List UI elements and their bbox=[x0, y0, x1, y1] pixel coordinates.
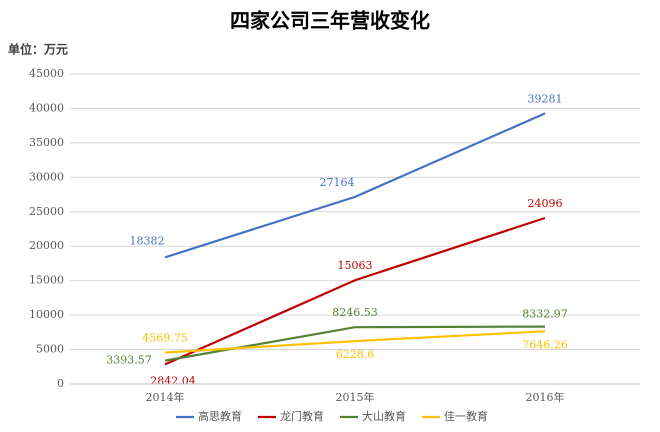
y-tick-label: 35000 bbox=[29, 136, 64, 149]
y-tick-label: 45000 bbox=[29, 67, 64, 80]
y-tick-label: 30000 bbox=[29, 170, 64, 183]
x-tick-label: 2015年 bbox=[336, 390, 375, 404]
data-label: 7646.26 bbox=[522, 338, 568, 351]
y-tick-label: 15000 bbox=[29, 274, 64, 287]
series-line bbox=[164, 216, 546, 366]
data-label: 6228.6 bbox=[336, 348, 375, 361]
data-label: 2842.04 bbox=[150, 374, 196, 387]
data-label: 8246.53 bbox=[332, 306, 378, 319]
data-label: 4569.75 bbox=[142, 332, 188, 345]
legend-label: 高思教育 bbox=[198, 409, 242, 423]
chart-title: 四家公司三年营收变化 bbox=[230, 9, 430, 33]
series-line bbox=[164, 112, 546, 259]
series-line bbox=[164, 330, 546, 354]
data-label: 18382 bbox=[130, 234, 165, 247]
unit-label: 单位：万元 bbox=[8, 42, 68, 57]
legend-label: 佳一教育 bbox=[444, 409, 488, 423]
data-label: 8332.97 bbox=[522, 308, 568, 321]
data-label: 27164 bbox=[320, 176, 355, 189]
legend-label: 龙门教育 bbox=[280, 409, 324, 423]
data-label: 15063 bbox=[338, 259, 373, 272]
y-tick-label: 20000 bbox=[29, 239, 64, 252]
x-tick-label: 2014年 bbox=[146, 390, 185, 404]
y-tick-label: 10000 bbox=[29, 308, 64, 321]
data-label: 3393.57 bbox=[106, 354, 152, 367]
data-label: 24096 bbox=[528, 197, 563, 210]
y-tick-label: 5000 bbox=[36, 343, 64, 356]
y-tick-label: 40000 bbox=[29, 101, 64, 114]
data-label: 39281 bbox=[528, 92, 563, 105]
y-tick-label: 25000 bbox=[29, 205, 64, 218]
legend-label: 大山教育 bbox=[362, 409, 406, 423]
y-tick-label: 0 bbox=[57, 377, 64, 390]
x-tick-label: 2016年 bbox=[526, 390, 565, 404]
